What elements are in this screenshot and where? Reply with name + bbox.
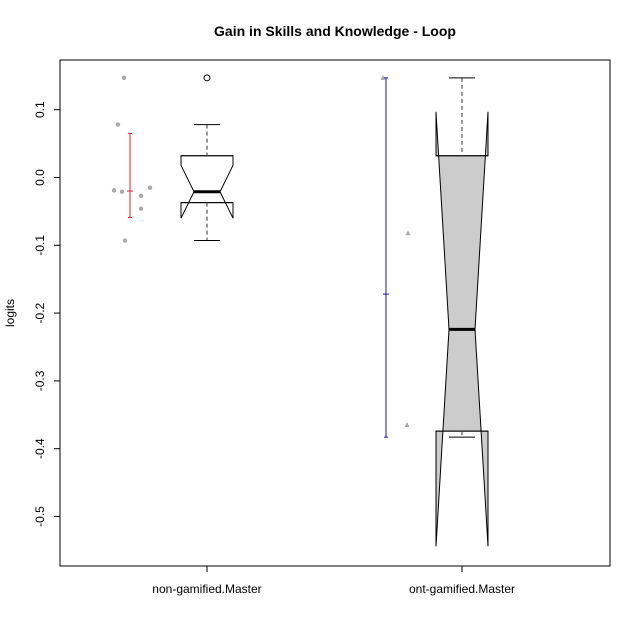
data-point xyxy=(111,188,117,193)
data-point xyxy=(147,185,153,190)
data-point xyxy=(380,74,386,80)
data-point xyxy=(404,421,410,427)
y-tick-label: 0.0 xyxy=(33,169,47,186)
data-point xyxy=(119,189,125,194)
outlier-point xyxy=(203,74,211,82)
y-tick-label: -0.4 xyxy=(33,438,47,459)
data-point xyxy=(121,75,127,81)
data-point xyxy=(115,122,121,127)
y-tick-label: -0.2 xyxy=(33,302,47,323)
y-tick-label: -0.3 xyxy=(33,370,47,391)
data-point xyxy=(405,230,411,236)
chart-title: Gain in Skills and Knowledge - Loop xyxy=(214,23,456,39)
y-axis-label: logits xyxy=(3,299,17,327)
x-tick-label: non-gamified.Master xyxy=(152,582,261,596)
y-tick-label: -0.1 xyxy=(33,235,47,256)
data-point xyxy=(122,238,128,243)
x-tick-label: ont-gamified.Master xyxy=(409,582,515,596)
y-tick-label: 0.1 xyxy=(33,101,47,118)
data-point xyxy=(138,206,144,211)
data-point xyxy=(138,193,144,199)
y-tick-label: -0.5 xyxy=(33,506,47,527)
